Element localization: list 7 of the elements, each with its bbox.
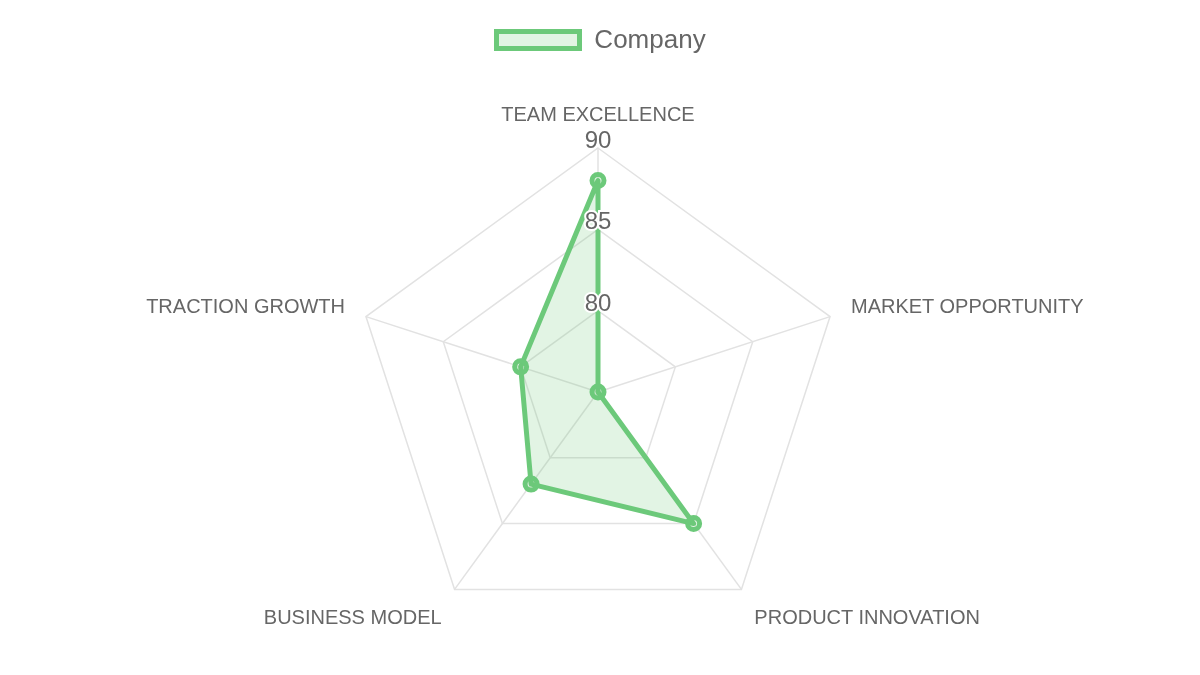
spoke-label: PRODUCT INNOVATION bbox=[754, 605, 980, 628]
spoke-label: TRACTION GROWTH bbox=[146, 295, 346, 318]
spoke-label: BUSINESS MODEL bbox=[263, 605, 442, 628]
y-tick-label: 90 bbox=[584, 126, 612, 153]
spoke-label: MARKET OPPORTUNITY bbox=[850, 295, 1084, 318]
spoke-label: TEAM EXCELLENCE bbox=[501, 103, 695, 125]
legend-label: Company bbox=[594, 24, 706, 55]
